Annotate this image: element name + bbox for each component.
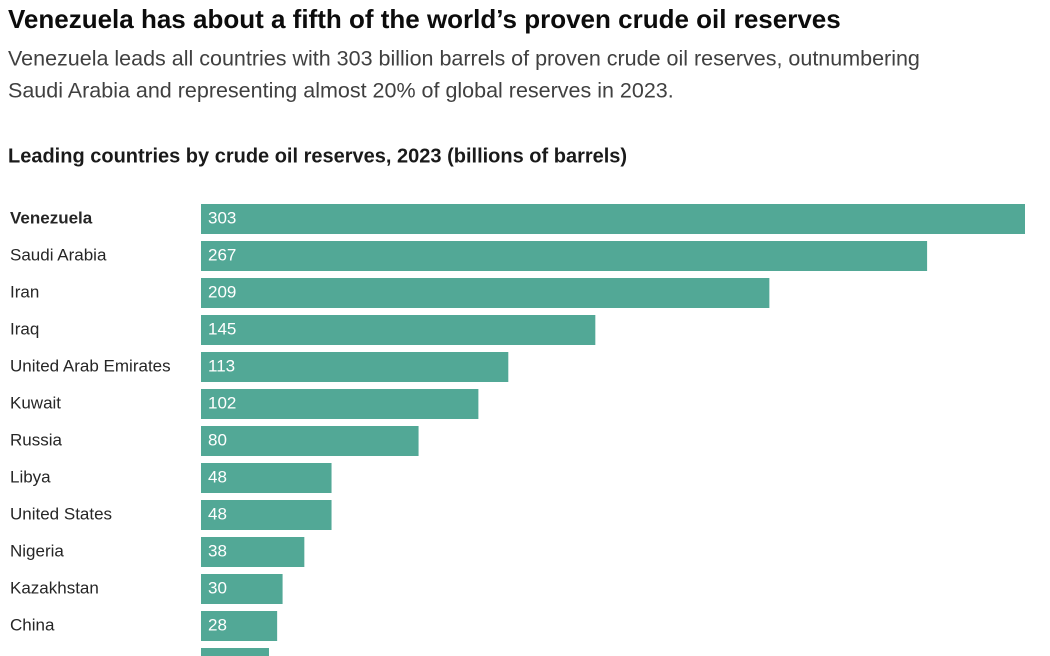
category-label: Kazakhstan <box>10 578 99 597</box>
bar <box>201 278 770 308</box>
category-label: Iran <box>10 282 39 301</box>
subtitle-line: Venezuela leads all countries with 303 b… <box>8 47 920 71</box>
bar <box>201 426 419 456</box>
bar <box>201 463 332 493</box>
value-label: 267 <box>208 245 236 264</box>
category-label: Iraq <box>10 319 39 338</box>
value-label: 48 <box>208 467 227 486</box>
value-label: 30 <box>208 578 227 597</box>
category-label: Saudi Arabia <box>10 245 107 264</box>
category-label: Russia <box>10 430 63 449</box>
bar <box>201 537 305 567</box>
value-label: 80 <box>208 430 227 449</box>
bar <box>201 500 332 530</box>
value-label: 303 <box>208 208 236 227</box>
bar <box>201 389 479 419</box>
category-label: United Arab Emirates <box>10 356 171 375</box>
bar <box>201 204 1025 234</box>
category-label: Nigeria <box>10 541 64 560</box>
bar <box>201 611 278 641</box>
category-label: Kuwait <box>10 393 61 412</box>
value-label: 28 <box>208 615 227 634</box>
category-label: Venezuela <box>10 208 93 227</box>
subtitle-line: Saudi Arabia and representing almost 20%… <box>8 79 674 103</box>
value-label: 209 <box>208 282 236 301</box>
bar <box>201 352 509 382</box>
chart-subtitle: Leading countries by crude oil reserves,… <box>8 145 627 167</box>
bar <box>201 574 283 604</box>
bar <box>201 648 269 656</box>
value-label: 113 <box>208 356 235 375</box>
value-label: 145 <box>208 319 236 338</box>
category-label: Libya <box>10 467 51 486</box>
bar <box>201 241 928 271</box>
value-label: 102 <box>208 393 236 412</box>
category-label: United States <box>10 504 112 523</box>
chart-title: Venezuela has about a fifth of the world… <box>8 4 841 34</box>
category-label: China <box>10 615 55 634</box>
bar <box>201 315 596 345</box>
value-label: 38 <box>208 541 227 560</box>
value-label: 48 <box>208 504 227 523</box>
